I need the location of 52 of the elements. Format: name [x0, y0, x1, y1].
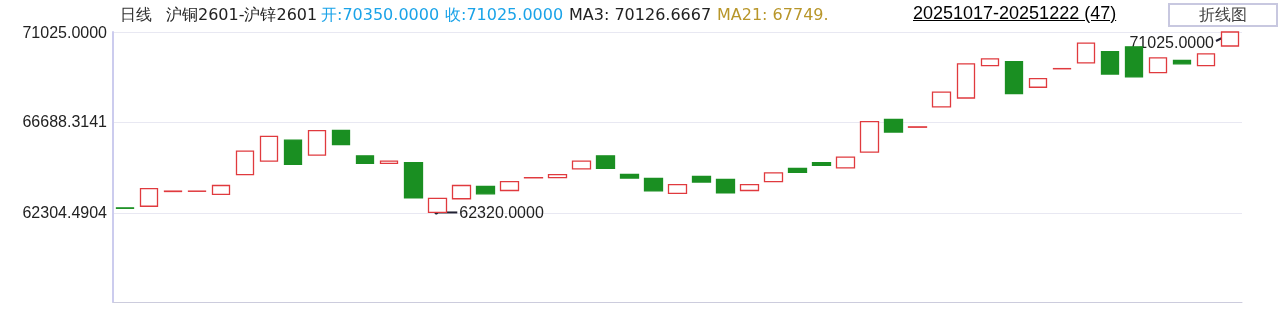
candlestick	[787, 167, 808, 173]
candlestick	[1100, 50, 1120, 75]
candlestick	[283, 139, 303, 166]
candlestick	[1124, 46, 1144, 78]
candlestick	[355, 155, 375, 164]
text: MA3: 70126.6667	[569, 5, 712, 24]
candlestick	[811, 162, 832, 167]
candlestick	[403, 162, 424, 199]
candlestick	[739, 184, 760, 192]
candlestick	[1148, 57, 1168, 74]
candlestick	[835, 156, 856, 169]
candlestick	[139, 187, 159, 207]
chart-title: 沪铜2601-沪锌2601	[166, 5, 318, 26]
candlestick	[859, 121, 880, 153]
candlestick	[931, 91, 952, 108]
y-tick-label: 66688.3141	[22, 113, 108, 131]
candlestick	[547, 174, 568, 179]
text: MA21: 67749.	[717, 5, 829, 24]
candlestick	[691, 175, 712, 183]
y-tick-label: 62304.4904	[22, 204, 108, 222]
candlestick	[643, 177, 664, 192]
text: 开:70350.0000	[321, 5, 440, 26]
candlestick	[619, 173, 640, 179]
chart-type-button: 折线图	[1168, 3, 1278, 27]
candlestick	[379, 160, 399, 164]
candlestick	[499, 180, 520, 192]
candlestick	[211, 184, 231, 196]
y-tick-label: 71025.0000	[22, 23, 108, 41]
candlestick	[451, 184, 472, 200]
candlestick	[1028, 77, 1048, 88]
text: 日线	[120, 5, 152, 26]
annotation: 62320.0000	[459, 203, 544, 221]
candlestick	[331, 129, 351, 146]
candlestick	[307, 129, 327, 156]
candlestick	[956, 63, 976, 99]
candlestick	[235, 150, 255, 176]
candlestick	[595, 155, 616, 169]
candlestick	[1196, 53, 1216, 67]
candlestick	[667, 184, 688, 195]
candlestick	[715, 178, 736, 194]
candlestick	[571, 160, 592, 170]
candlestick	[763, 172, 784, 183]
candlestick	[1076, 42, 1096, 64]
annotation: 71025.0000	[1129, 33, 1215, 51]
candlestick	[163, 190, 183, 193]
text: 20251017-20251222 (47)	[913, 3, 1117, 24]
candlestick	[475, 185, 496, 195]
text: 收:71025.0000	[445, 5, 564, 26]
candlestick	[1004, 60, 1024, 95]
candlestick	[259, 135, 279, 162]
candlestick	[980, 58, 1000, 67]
candlestick	[883, 118, 904, 133]
